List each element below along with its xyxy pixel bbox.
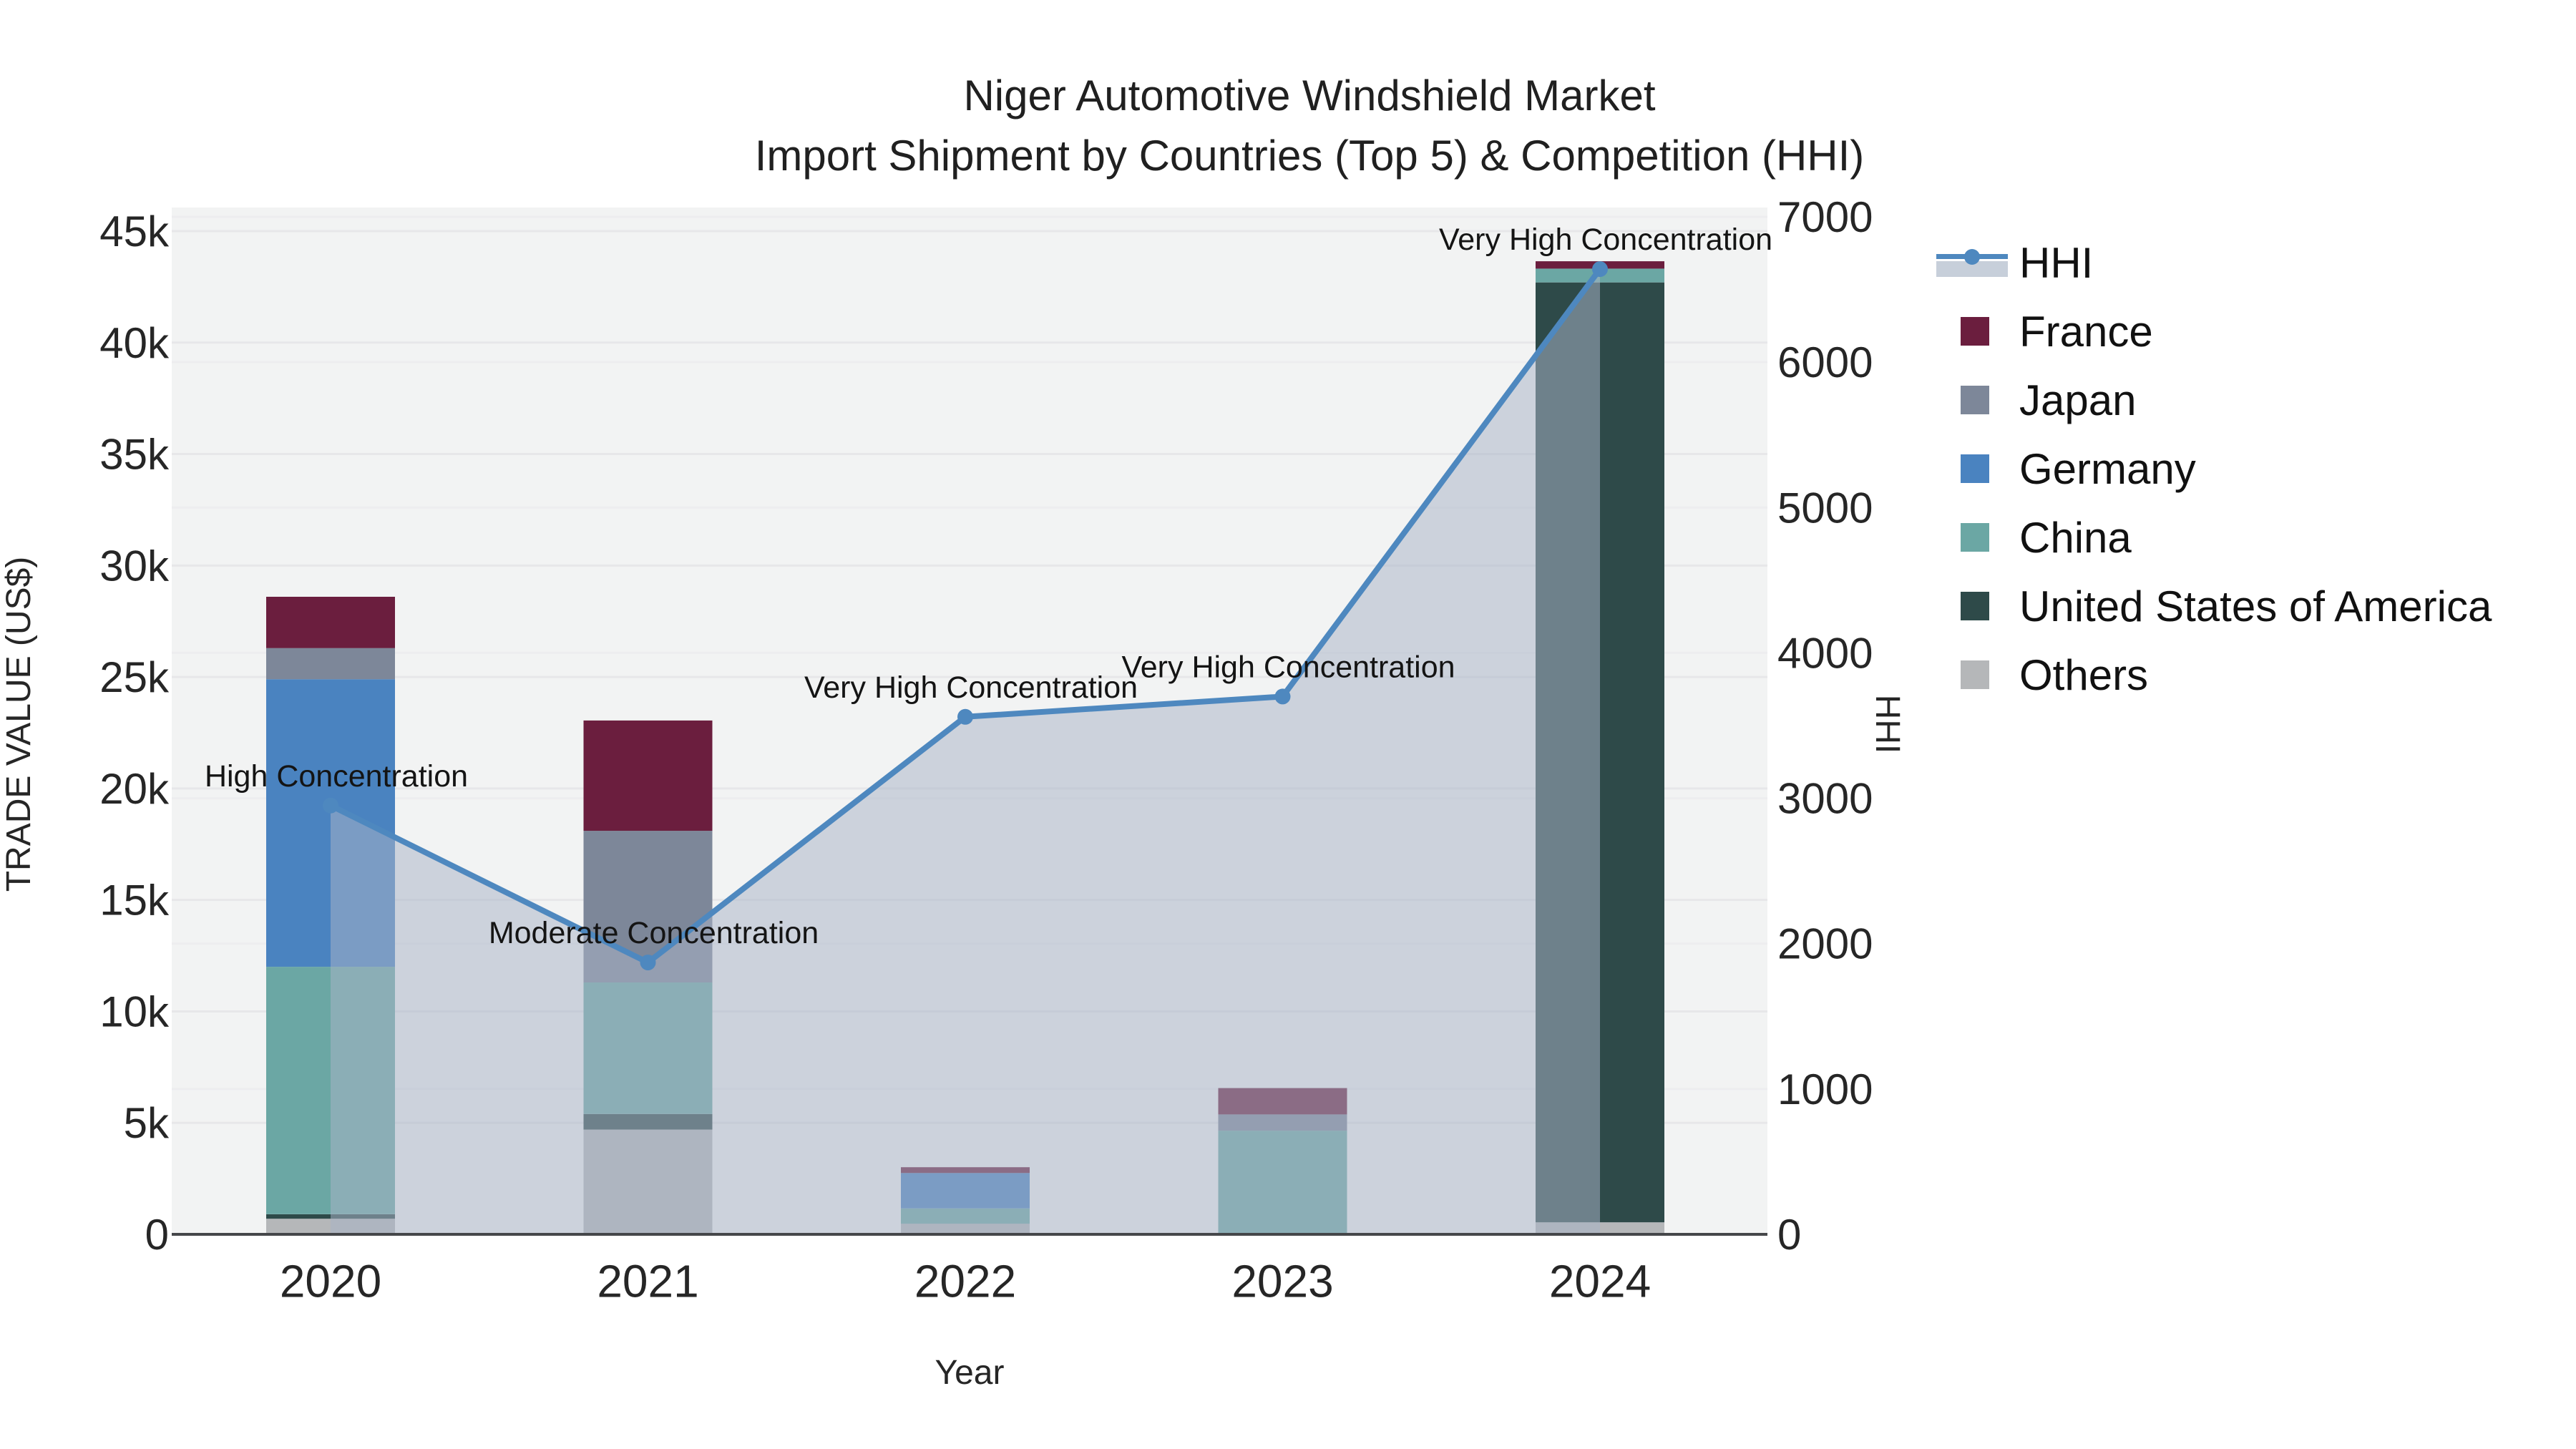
y-right-tick: 1000 — [1777, 1065, 1873, 1113]
legend-label: Germany — [2019, 444, 2196, 493]
y-right-axis-title: HHI — [1868, 695, 1906, 754]
x-tick-2020: 2020 — [280, 1255, 381, 1307]
legend-item-japan[interactable]: Japan — [1936, 366, 2492, 434]
legend-label: France — [2019, 307, 2153, 356]
y-left-tick: 10k — [99, 987, 170, 1035]
legend-label: United States of America — [2019, 582, 2492, 630]
x-tick-2021: 2021 — [597, 1255, 698, 1307]
color-swatch — [1961, 660, 1989, 689]
hhi-fill-swatch — [1936, 261, 2008, 277]
color-swatch — [1961, 523, 1989, 552]
y-left-tick: 0 — [145, 1211, 169, 1259]
legend-label: HHI — [2019, 238, 2094, 287]
legend-swatch-icon — [1936, 519, 2015, 556]
y-left-axis-title: TRADE VALUE (US$) — [0, 557, 38, 892]
legend-item-united-states-of-america[interactable]: United States of America — [1936, 572, 2492, 640]
y-right-tick: 2000 — [1777, 920, 1873, 968]
annotation-2021: Moderate Concentration — [489, 916, 819, 950]
hhi-line-icon — [1936, 244, 2015, 281]
legend-swatch-icon — [1936, 381, 2015, 419]
hhi-fill-area — [331, 269, 1600, 1235]
legend-label: China — [2019, 513, 2132, 562]
color-swatch — [1961, 317, 1989, 346]
bar-segment-france-2021 — [583, 720, 713, 831]
color-swatch — [1961, 592, 1989, 620]
legend-swatch-icon — [1936, 313, 2015, 350]
annotation-2020: High Concentration — [205, 759, 468, 794]
hhi-marker-2022 — [957, 708, 973, 725]
y-right-tick: 4000 — [1777, 629, 1873, 677]
y-left-tick: 15k — [99, 877, 170, 924]
y-right-tick: 7000 — [1777, 193, 1873, 241]
y-left-tick: 45k — [99, 208, 170, 255]
legend: HHI France Japan Germany China United States … — [1936, 228, 2492, 709]
annotation-2024: Very High Concentration — [1439, 223, 1772, 257]
y-left-tick: 30k — [99, 542, 170, 590]
legend-item-germany[interactable]: Germany — [1936, 434, 2492, 503]
y-right-tick: 5000 — [1777, 484, 1873, 532]
x-tick-2022: 2022 — [914, 1255, 1016, 1307]
legend-label: Others — [2019, 650, 2149, 699]
chart-title-block: Niger Automotive Windshield Market Impor… — [594, 66, 2025, 186]
legend-item-hhi[interactable]: HHI — [1936, 228, 2492, 297]
y-left-tick: 40k — [99, 319, 170, 367]
legend-swatch-icon — [1936, 656, 2015, 693]
y-right-tick: 0 — [1777, 1211, 1801, 1259]
hhi-marker-2021 — [640, 955, 656, 971]
annotation-2023: Very High Concentration — [1121, 650, 1455, 684]
legend-item-china[interactable]: China — [1936, 503, 2492, 572]
hhi-marker-2024 — [1592, 261, 1608, 278]
chart-subtitle: Import Shipment by Countries (Top 5) & C… — [754, 132, 1865, 180]
legend-item-others[interactable]: Others — [1936, 640, 2492, 709]
y-left-tick: 5k — [124, 1099, 170, 1147]
bar-segment-japan-2020 — [266, 648, 395, 680]
color-swatch — [1961, 454, 1989, 483]
legend-swatch-icon — [1936, 587, 2015, 625]
hhi-marker-swatch — [1964, 249, 1980, 265]
hhi-marker-2020 — [323, 797, 338, 814]
x-axis-title: Year — [935, 1354, 1005, 1392]
legend-label: Japan — [2019, 376, 2137, 424]
chart-title: Niger Automotive Windshield Market — [963, 72, 1656, 119]
legend-swatch-icon — [1936, 450, 2015, 487]
y-left-tick: 25k — [99, 653, 170, 701]
x-tick-2024: 2024 — [1549, 1255, 1651, 1307]
bar-segment-france-2020 — [266, 597, 395, 648]
y-left-tick: 35k — [99, 431, 170, 479]
annotation-2022: Very High Concentration — [804, 670, 1138, 705]
y-left-tick: 20k — [99, 765, 170, 813]
x-tick-2023: 2023 — [1231, 1255, 1333, 1307]
hhi-marker-2023 — [1274, 688, 1291, 705]
y-right-tick: 3000 — [1777, 775, 1873, 823]
color-swatch — [1961, 386, 1989, 414]
y-right-tick: 6000 — [1777, 338, 1873, 386]
legend-item-france[interactable]: France — [1936, 297, 2492, 366]
